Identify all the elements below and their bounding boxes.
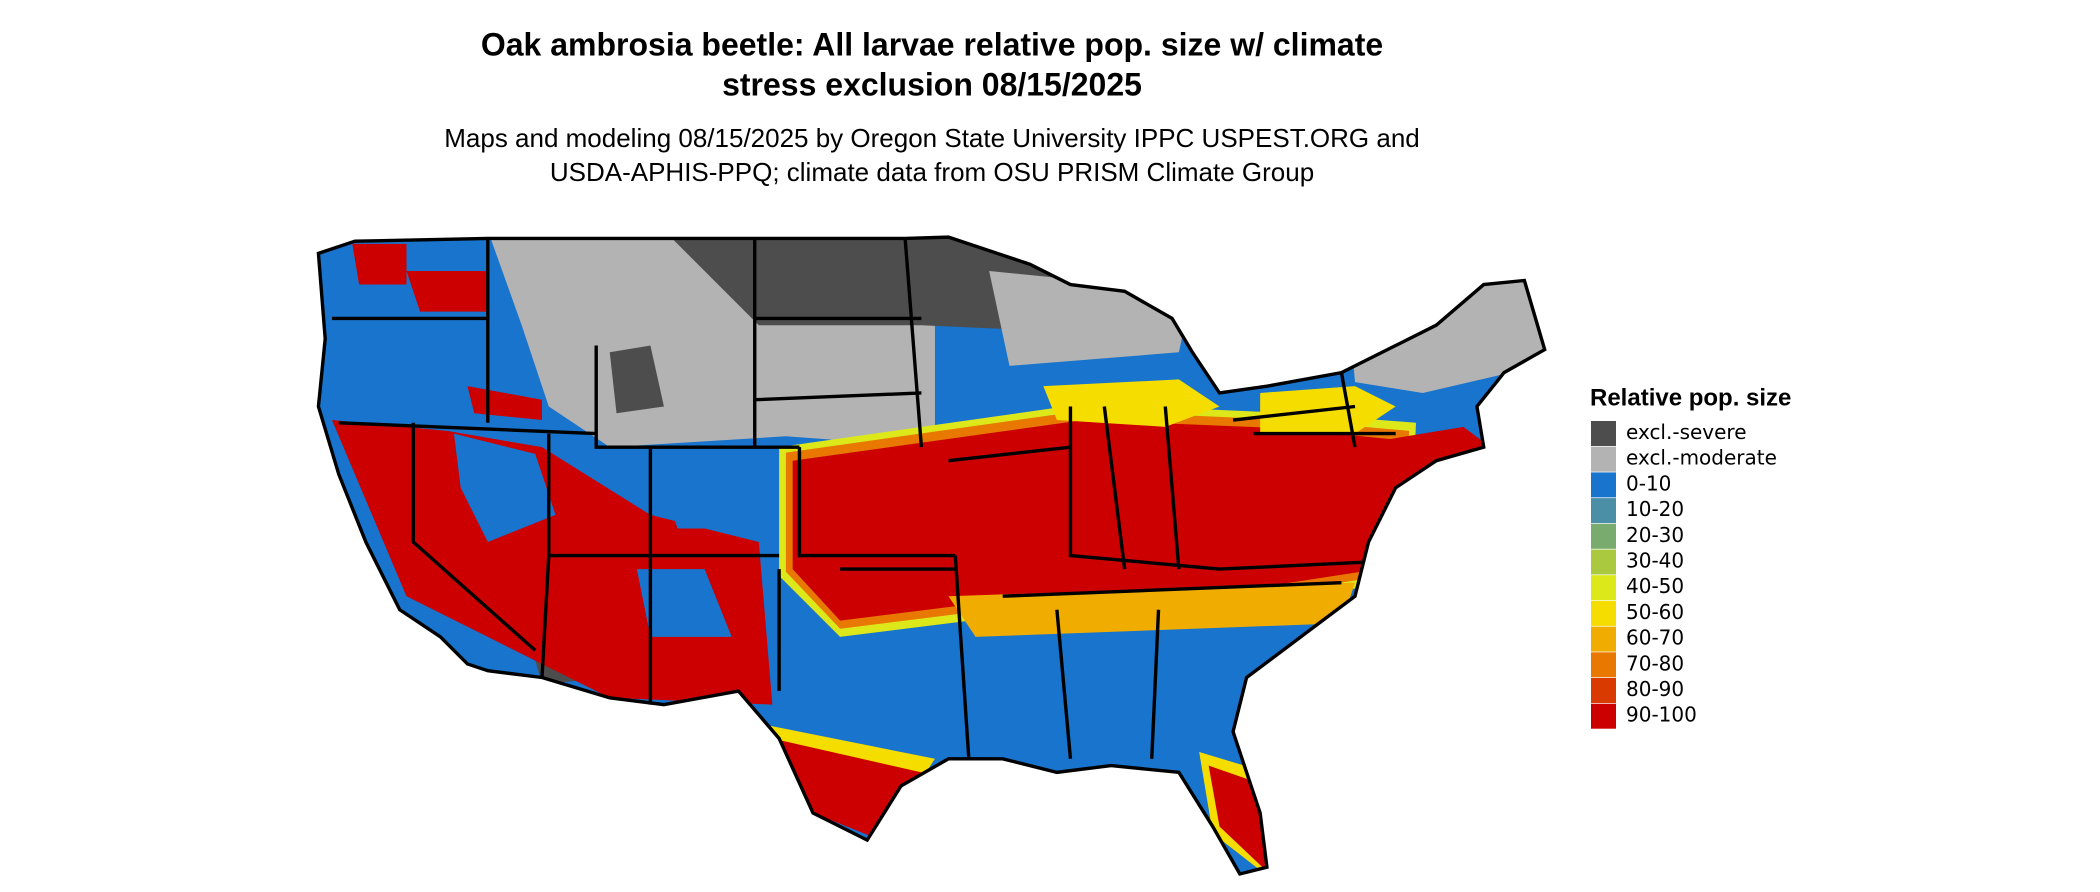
legend-label: excl.-severe: [1626, 420, 1747, 444]
legend-swatch: [1591, 498, 1616, 524]
legend-label: excl.-moderate: [1626, 446, 1777, 470]
legend-swatch: [1591, 703, 1616, 729]
legend-label: 70-80: [1626, 651, 1684, 675]
legend-label: 0-10: [1626, 471, 1671, 495]
legend-swatch: [1591, 600, 1616, 626]
legend-label: 80-90: [1626, 677, 1684, 701]
legend-label: 10-20: [1626, 497, 1684, 521]
legend-label: 20-30: [1626, 523, 1684, 547]
legend-swatch: [1591, 472, 1616, 498]
legend-title: Relative pop. size: [1590, 384, 1791, 411]
legend-swatch: [1591, 652, 1616, 678]
legend-label: 90-100: [1626, 703, 1697, 727]
legend-label: 30-40: [1626, 549, 1684, 573]
legend-swatch: [1591, 523, 1616, 549]
legend-swatch: [1591, 549, 1616, 575]
legend-label: 60-70: [1626, 626, 1684, 650]
legend-label: 40-50: [1626, 574, 1684, 598]
subtitle-line: USDA-APHIS-PPQ; climate data from OSU PR…: [550, 157, 1314, 187]
legend-swatch: [1591, 421, 1616, 446]
legend-swatch: [1591, 575, 1616, 601]
subtitle-line: Maps and modeling 08/15/2025 by Oregon S…: [444, 123, 1420, 153]
legend-swatch: [1591, 446, 1616, 472]
legend: excl.-severeexcl.-moderate0-1010-2020-30…: [1591, 420, 1777, 729]
title-line: Oak ambrosia beetle: All larvae relative…: [481, 26, 1383, 62]
legend-swatch: [1591, 626, 1616, 652]
legend-label: 50-60: [1626, 600, 1684, 624]
map: [316, 235, 1547, 876]
title-line: stress exclusion 08/15/2025: [722, 66, 1142, 102]
legend-swatch: [1591, 678, 1616, 703]
